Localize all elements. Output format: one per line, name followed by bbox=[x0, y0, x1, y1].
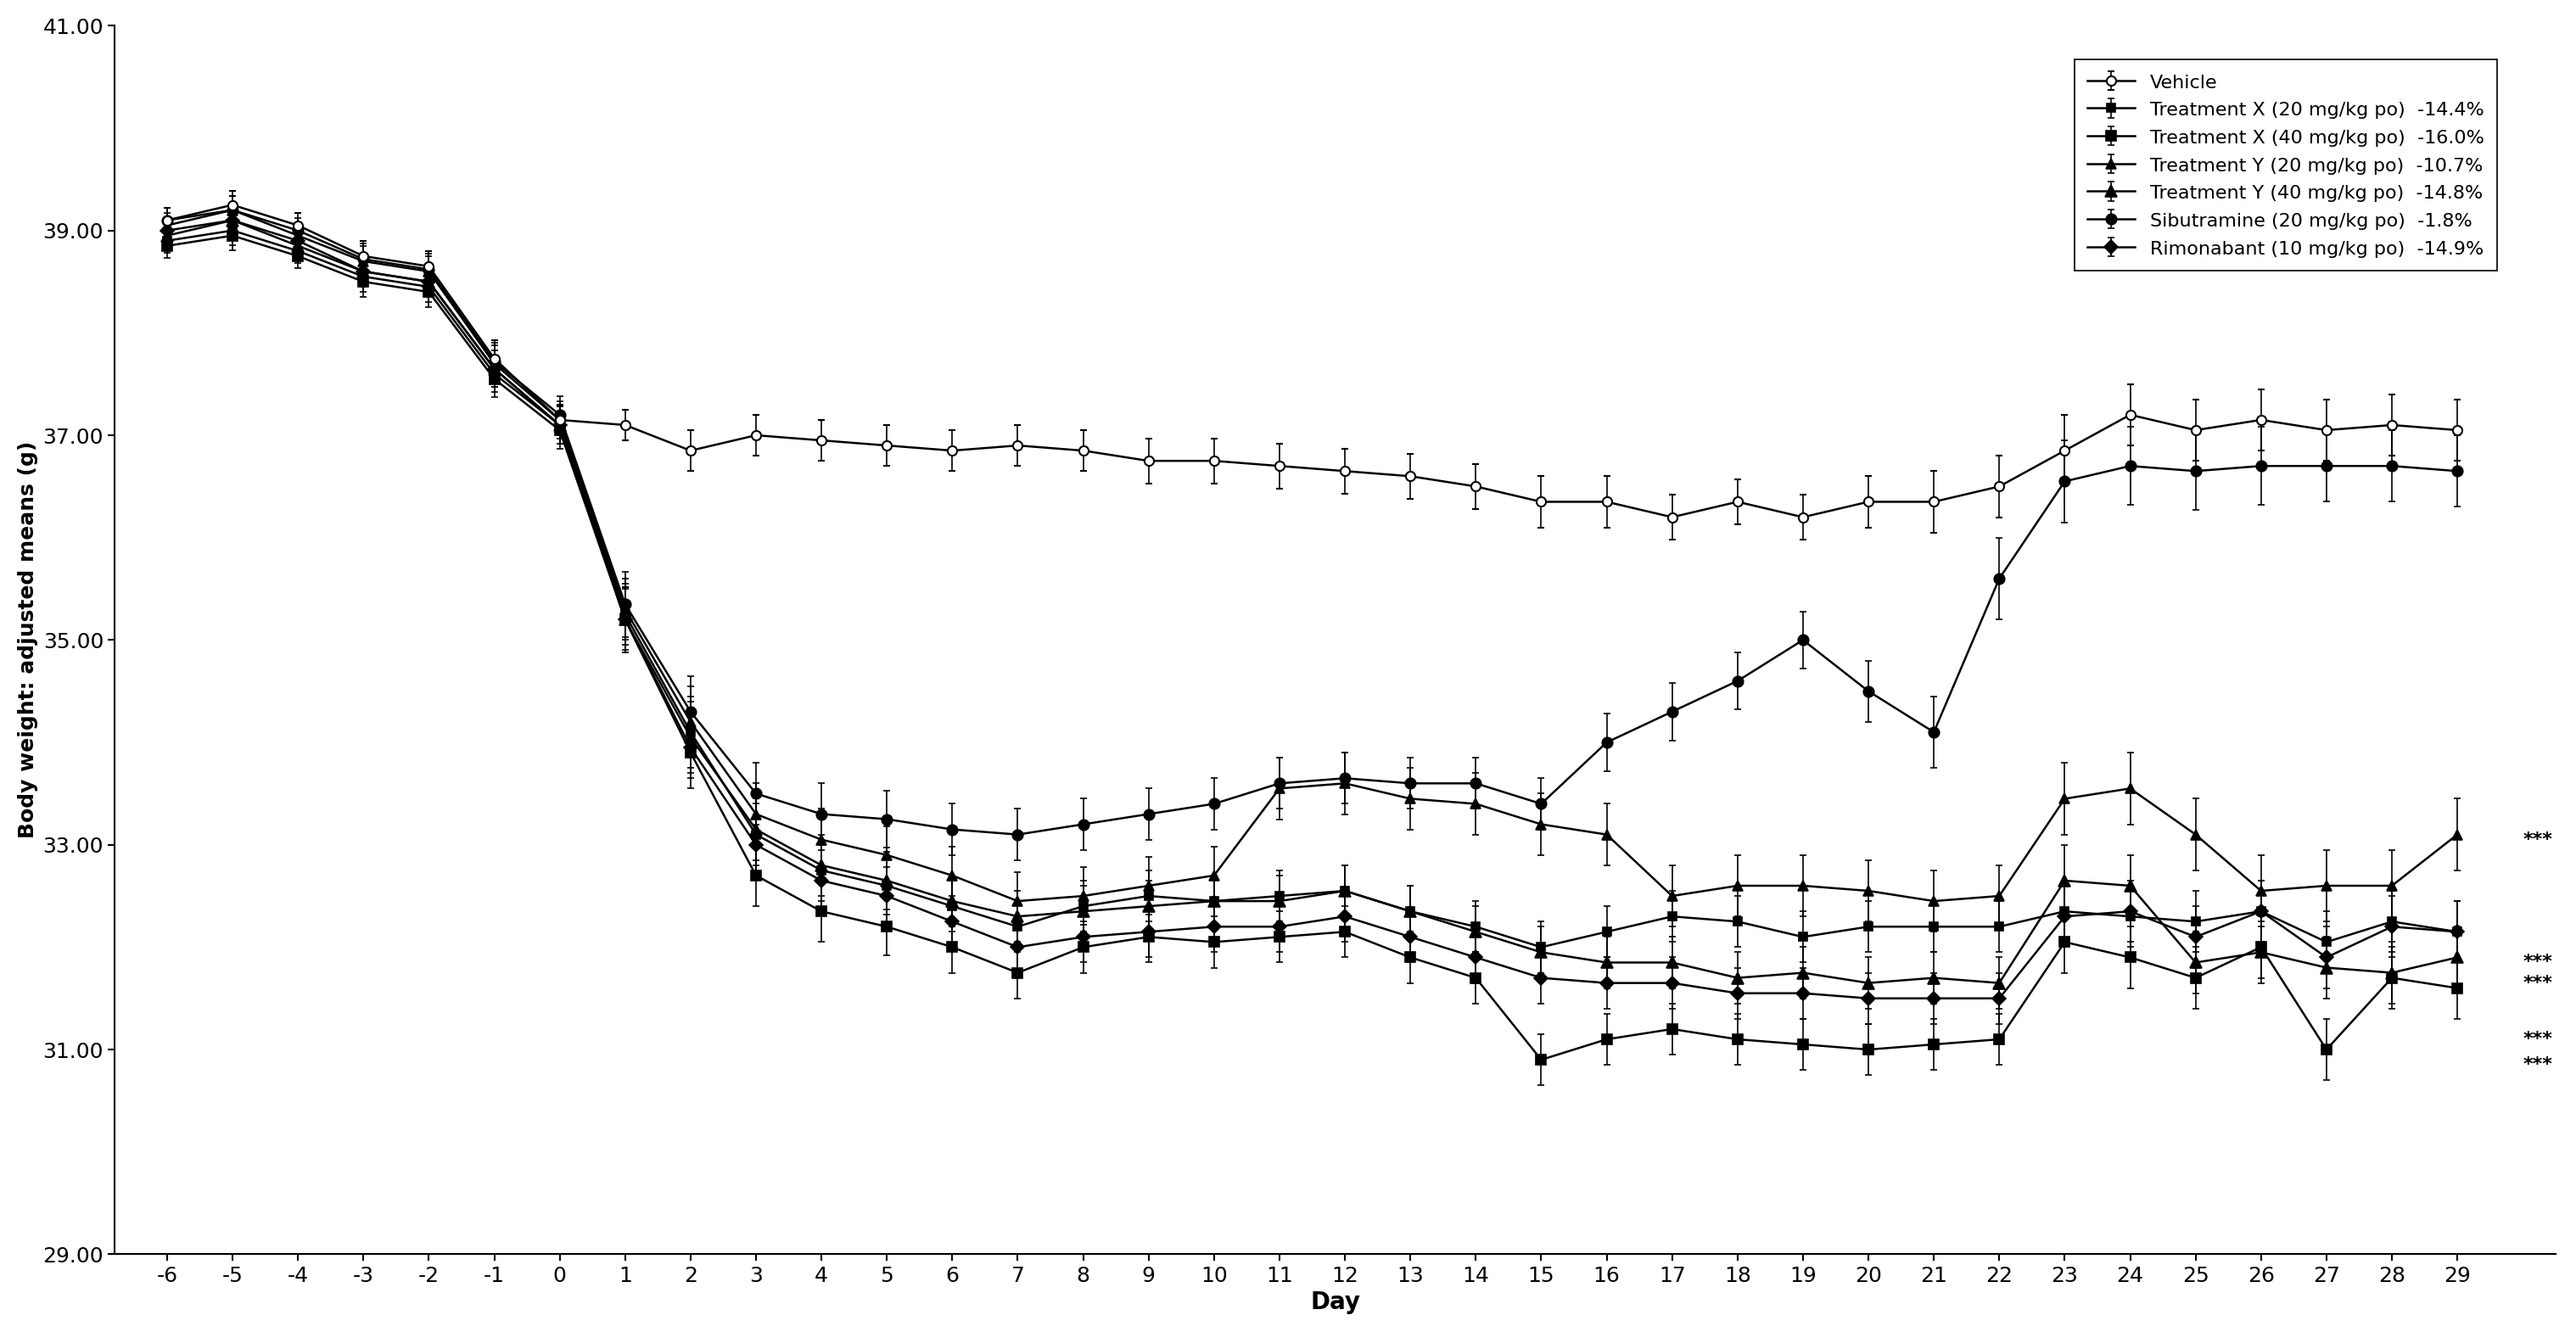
Text: ***: *** bbox=[2522, 831, 2553, 848]
X-axis label: Day: Day bbox=[1311, 1291, 1360, 1315]
Text: ***: *** bbox=[2522, 1056, 2553, 1074]
Y-axis label: Body weight: adjusted means (g): Body weight: adjusted means (g) bbox=[18, 441, 39, 839]
Text: ***: *** bbox=[2522, 954, 2553, 971]
Text: ***: *** bbox=[2522, 1031, 2553, 1048]
Text: ***: *** bbox=[2522, 975, 2553, 991]
Legend: Vehicle, Treatment X (20 mg/kg po)  -14.4%, Treatment X (40 mg/kg po)  -16.0%, T: Vehicle, Treatment X (20 mg/kg po) -14.4… bbox=[2074, 60, 2496, 270]
